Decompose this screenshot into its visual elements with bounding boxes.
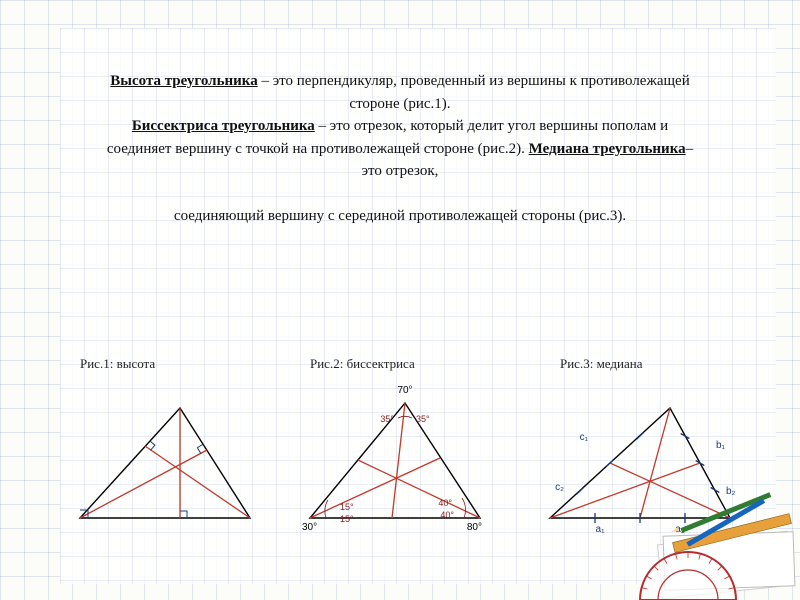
figure2-caption: Рис.2: биссектриса: [310, 356, 415, 372]
svg-text:a₂: a₂: [675, 524, 685, 535]
svg-text:80°: 80°: [467, 522, 482, 533]
median-def-line2: соединяющий вершину с серединой противол…: [174, 208, 626, 224]
svg-text:40°: 40°: [440, 510, 454, 520]
svg-text:40°: 40°: [438, 498, 452, 508]
figure2-bisectors: 70° 35° 35° 30° 15° 15° 80° 40° 40°: [290, 378, 510, 538]
figure3-caption: Рис.3: медиана: [560, 356, 642, 372]
svg-text:30°: 30°: [302, 522, 317, 533]
svg-text:a₁: a₁: [596, 524, 606, 535]
bisector-term: Биссектриса треугольника: [132, 118, 315, 134]
svg-text:35°: 35°: [380, 414, 394, 424]
svg-text:35°: 35°: [416, 414, 430, 424]
height-def: – это перпендикуляр, проведенный из верш…: [258, 73, 690, 112]
figure1-altitudes: [60, 378, 280, 538]
figure3-medians: a₁ a₂ b₁ b₂ c₁ c₂: [530, 378, 750, 538]
figure1-caption: Рис.1: высота: [80, 356, 155, 372]
svg-text:b₂: b₂: [726, 486, 736, 497]
svg-text:70°: 70°: [397, 385, 412, 396]
svg-text:15°: 15°: [340, 502, 354, 512]
svg-text:c₁: c₁: [580, 432, 589, 443]
svg-text:c₂: c₂: [555, 482, 564, 493]
svg-text:15°: 15°: [340, 514, 354, 524]
median-term: Медиана треугольника: [529, 141, 686, 157]
height-term: Высота треугольника: [110, 73, 257, 89]
svg-text:b₁: b₁: [716, 440, 726, 451]
definitions-block: Высота треугольника – это перпендикуляр,…: [100, 70, 700, 228]
